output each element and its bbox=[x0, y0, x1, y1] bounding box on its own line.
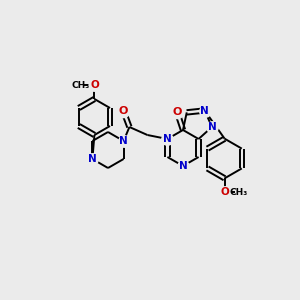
Text: N: N bbox=[178, 161, 188, 171]
Text: N: N bbox=[208, 122, 216, 132]
Text: N: N bbox=[200, 106, 209, 116]
Text: N: N bbox=[163, 134, 172, 144]
Text: O: O bbox=[90, 80, 99, 90]
Text: O: O bbox=[220, 187, 229, 197]
Text: N: N bbox=[88, 154, 97, 164]
Text: O: O bbox=[119, 106, 128, 116]
Text: N: N bbox=[119, 136, 128, 146]
Text: O: O bbox=[172, 107, 182, 117]
Text: CH₃: CH₃ bbox=[71, 80, 89, 89]
Text: CH₃: CH₃ bbox=[230, 188, 248, 197]
